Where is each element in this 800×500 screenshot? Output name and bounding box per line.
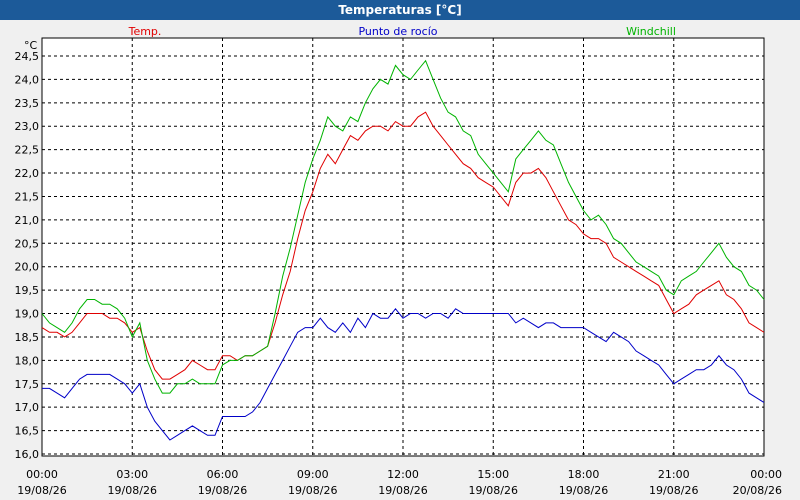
x-tick-date: 20/08/26 <box>733 484 782 497</box>
y-tick-label: 19,0 <box>15 308 40 321</box>
y-tick-label: 17,0 <box>15 401 40 414</box>
series-line <box>41 111 765 380</box>
x-tick-date: 19/08/26 <box>108 484 157 497</box>
x-tick-time: 00:00 <box>750 468 782 481</box>
series-line <box>41 59 765 394</box>
series-lines <box>41 59 765 441</box>
chart-title: Temperaturas [°C] <box>0 0 800 20</box>
x-tick-time: 06:00 <box>207 468 239 481</box>
y-tick-label: 18,5 <box>15 331 40 344</box>
y-tick-label: 20,0 <box>15 261 40 274</box>
y-tick-label: 16,5 <box>15 425 40 438</box>
x-tick-time: 09:00 <box>297 468 329 481</box>
x-axis-ticks: 00:00 19/08/26 03:00 19/08/26 06:00 19/08/26 0… <box>17 468 782 497</box>
legend-entry: Punto de rocío <box>358 25 437 38</box>
y-tick-label: 17,5 <box>15 378 40 391</box>
x-tick-date: 19/08/26 <box>559 484 608 497</box>
y-tick-label: 22,0 <box>15 167 40 180</box>
x-tick-date: 19/08/26 <box>378 484 427 497</box>
x-tick-time: 15:00 <box>477 468 509 481</box>
y-tick-label: 23,0 <box>15 120 40 133</box>
x-tick-time: 12:00 <box>387 468 419 481</box>
x-tick-time: 18:00 <box>568 468 600 481</box>
y-tick-label: 19,5 <box>15 284 40 297</box>
x-tick-date: 19/08/26 <box>288 484 337 497</box>
x-tick-date: 19/08/26 <box>17 484 66 497</box>
x-tick-time: 03:00 <box>116 468 148 481</box>
y-tick-label: 22,5 <box>15 144 40 157</box>
y-tick-label: 20,5 <box>15 237 40 250</box>
y-tick-label: 21,0 <box>15 214 40 227</box>
y-tick-label: 18,0 <box>15 354 40 367</box>
series-line <box>42 307 765 441</box>
x-tick-date: 19/08/26 <box>469 484 518 497</box>
y-tick-label: 21,5 <box>15 190 40 203</box>
y-unit-label: °C <box>24 39 38 52</box>
legend-entry: Windchill <box>626 25 676 38</box>
y-tick-label: 16,0 <box>15 448 40 461</box>
y-axis-ticks: 24,5 24,0 23,5 23,0 22,5 22,0 21,5 21,0 20,5 20,0… <box>15 50 40 461</box>
y-tick-label: 23,5 <box>15 97 40 110</box>
x-tick-time: 00:00 <box>26 468 58 481</box>
x-tick-date: 19/08/26 <box>198 484 247 497</box>
x-tick-time: 21:00 <box>658 468 690 481</box>
x-tick-date: 19/08/26 <box>649 484 698 497</box>
legend-entry: Temp. <box>128 25 162 38</box>
legend: Temp. Punto de rocío Windchill <box>128 25 676 38</box>
y-tick-label: 24,5 <box>15 50 40 63</box>
y-tick-label: 24,0 <box>15 73 40 86</box>
